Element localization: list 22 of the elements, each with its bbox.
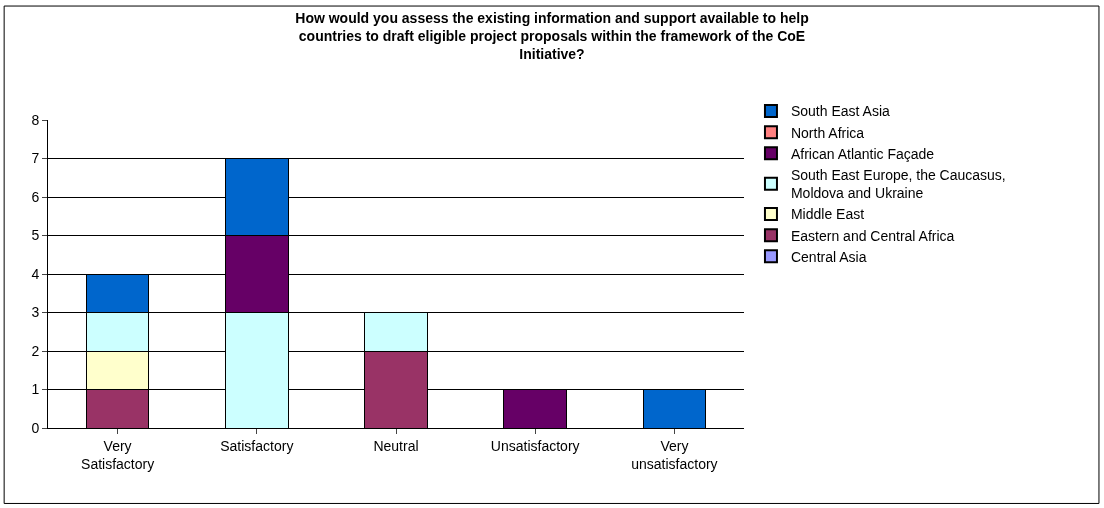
y-tick-label: 0 xyxy=(31,419,40,436)
legend-label: Middle East xyxy=(790,206,865,223)
legend-label: South East Europe, the Caucasus, Moldova and Ukraine xyxy=(790,167,1006,202)
x-tick-label: Very unsatisfactory xyxy=(631,437,718,472)
legend-label: African Atlantic Façade xyxy=(790,145,935,162)
y-tick-label: 1 xyxy=(31,381,40,398)
y-tick-label: 8 xyxy=(31,111,40,128)
y-tick-label: 7 xyxy=(31,150,40,167)
legend-label: North Africa xyxy=(790,124,865,141)
y-tick-label: 3 xyxy=(31,304,40,321)
x-tick-label: Unsatisfactory xyxy=(490,437,580,454)
y-tick-label: 6 xyxy=(31,188,40,205)
chart-title: How would you assess the existing information and support available to help countries to draft eligible project proposals within the framework of the CoE Initiative? xyxy=(295,9,809,63)
y-tick-label: 4 xyxy=(31,265,40,282)
legend-label: Eastern and Central Africa xyxy=(790,227,955,244)
x-tick-label: Very Satisfactory xyxy=(81,437,155,472)
x-tick-label: Neutral xyxy=(373,437,419,454)
y-tick-label: 5 xyxy=(31,227,40,244)
y-tick-label: 2 xyxy=(31,342,40,359)
legend-label: South East Asia xyxy=(790,103,891,120)
legend-label: Central Asia xyxy=(790,248,867,265)
x-tick-label: Satisfactory xyxy=(220,437,294,454)
